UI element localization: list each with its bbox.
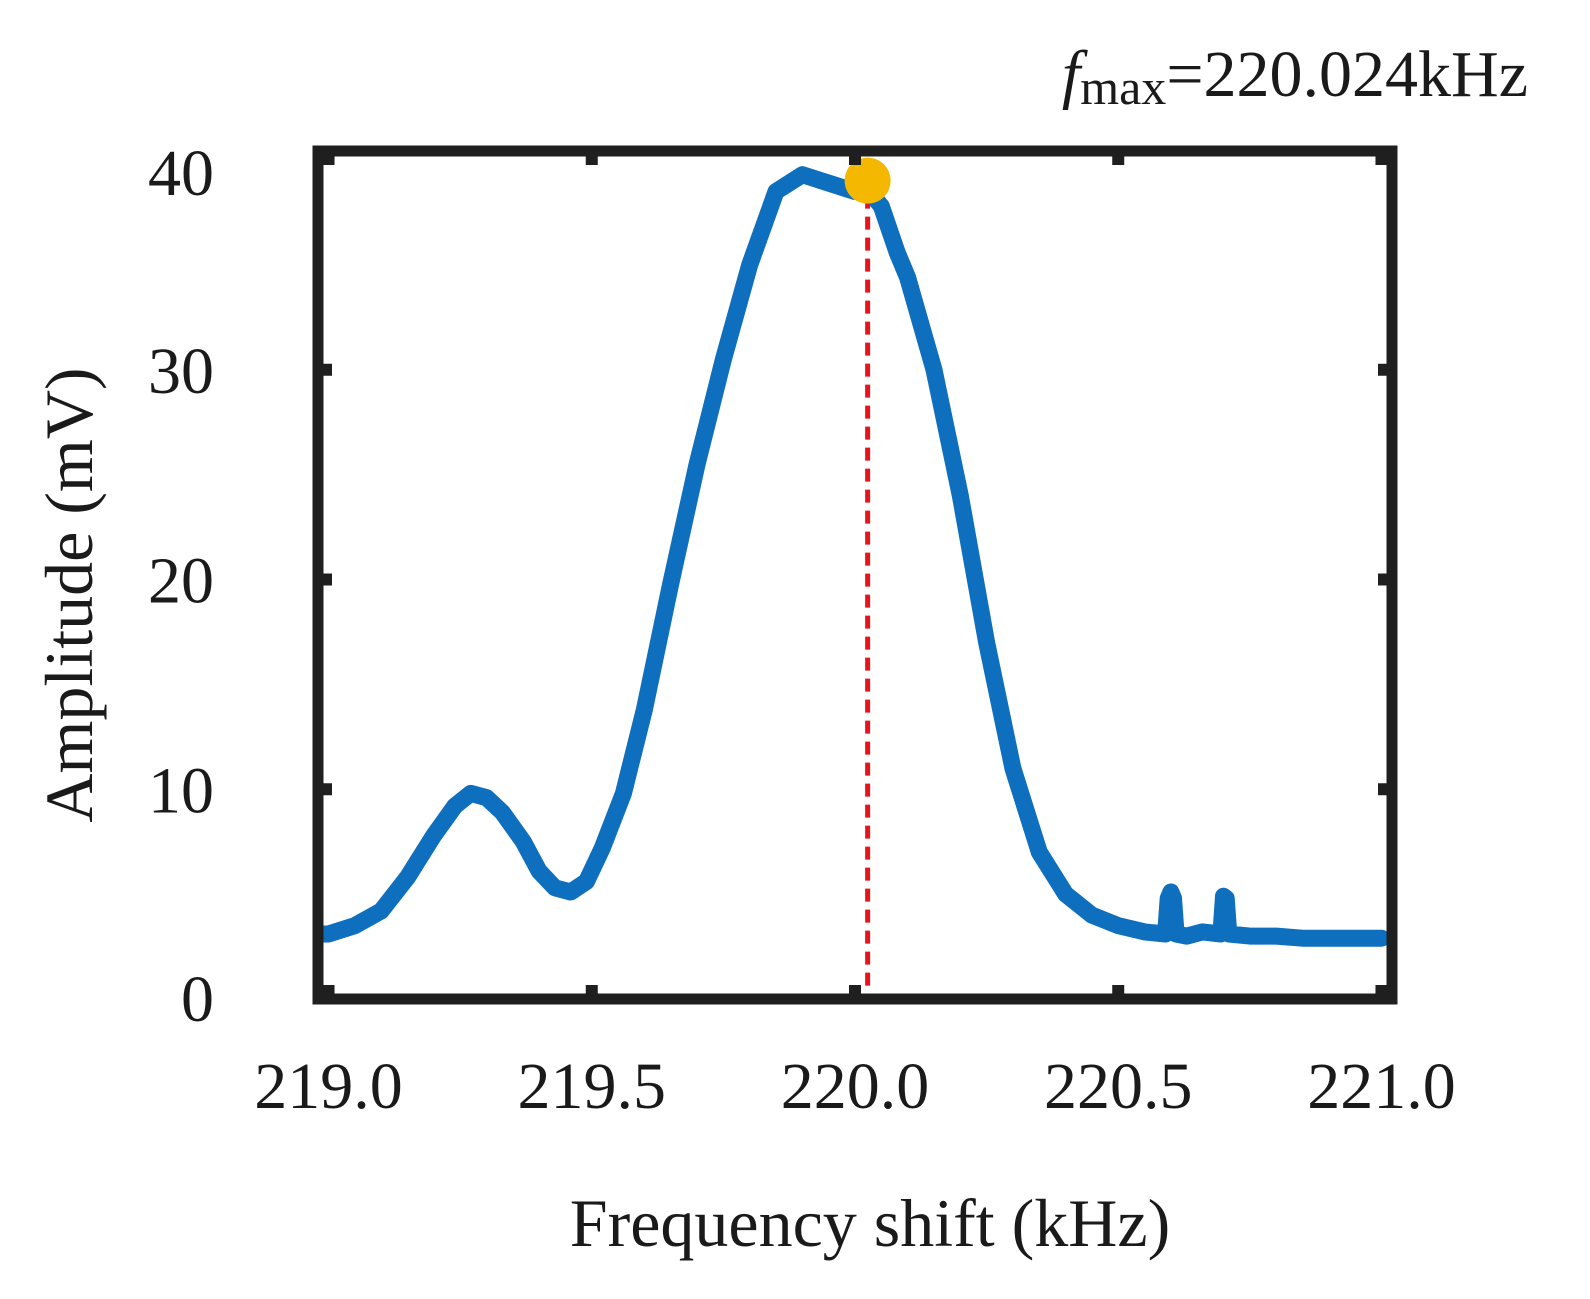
fmax-annotation: fmax=220.024kHz <box>1062 38 1528 115</box>
y-tick-label-0: 0 <box>181 963 214 1036</box>
x-tick-label-2: 220.0 <box>781 1050 930 1123</box>
y-tick-label-4: 40 <box>148 137 214 210</box>
x-tick-labels: 219.0 219.5 220.0 220.5 221.0 <box>254 1050 1455 1123</box>
y-axis-title: Amplitude (mV) <box>31 367 107 822</box>
x-tick-label-1: 219.5 <box>518 1050 667 1123</box>
fmax-value: =220.024kHz <box>1166 38 1528 111</box>
y-tick-label-1: 10 <box>148 754 214 827</box>
y-tick-label-2: 20 <box>148 545 214 618</box>
x-tick-label-4: 221.0 <box>1307 1050 1456 1123</box>
fmax-subscript: max <box>1080 59 1166 115</box>
plot-frame <box>312 145 1398 1005</box>
x-tick-label-3: 220.5 <box>1044 1050 1193 1123</box>
y-tick-labels: 0 10 20 30 40 <box>148 137 214 1036</box>
x-axis-title: Frequency shift (kHz) <box>570 1185 1170 1261</box>
tick-marks <box>318 151 1392 999</box>
y-tick-label-3: 30 <box>148 335 214 408</box>
x-tick-label-0: 219.0 <box>254 1050 403 1123</box>
peak-marker <box>844 157 891 204</box>
series-line-amplitude <box>314 166 1390 947</box>
